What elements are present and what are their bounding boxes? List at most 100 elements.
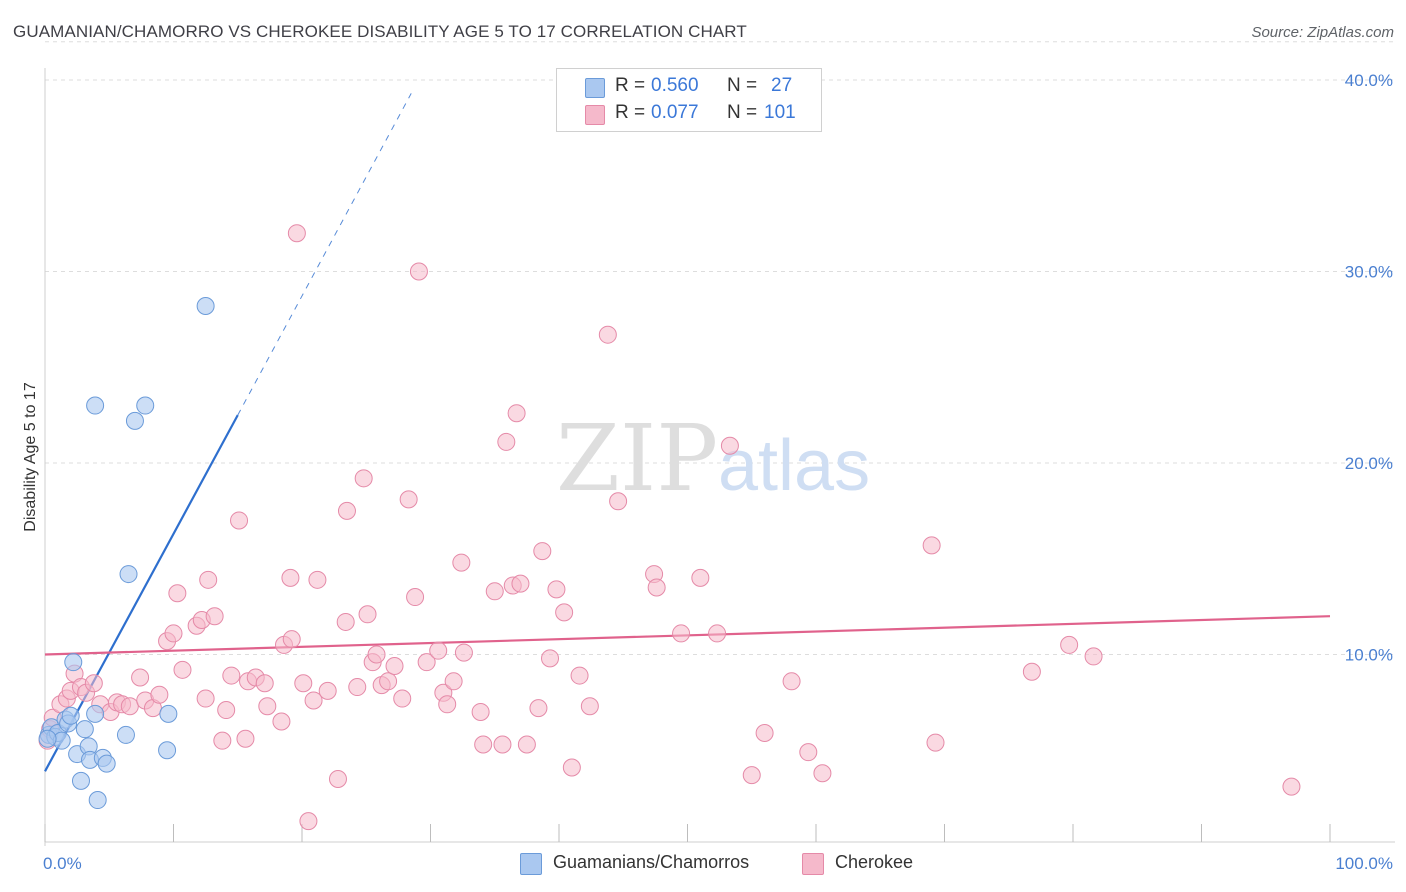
cherokee-point — [1282, 777, 1301, 796]
cherokee-point — [708, 624, 727, 643]
y-axis-label: Disability Age 5 to 17 — [22, 382, 39, 532]
cherokee-point — [570, 666, 589, 685]
n-value: 27 — [771, 75, 793, 96]
cherokee-point — [497, 432, 516, 451]
guamanian-point — [125, 411, 144, 430]
cherokee-point — [755, 724, 774, 743]
cherokee-point — [281, 568, 300, 587]
legend-item-guamanian: Guamanians/Chamorros — [520, 852, 750, 875]
cherokee-point — [417, 653, 436, 672]
y-tick-label: 40.0% — [1345, 71, 1393, 90]
x-tick-label-max: 100.0% — [1335, 854, 1393, 873]
blue-swatch — [520, 853, 542, 875]
cherokee-point — [409, 262, 428, 281]
y-tick-label: 10.0% — [1345, 646, 1393, 665]
cherokee-point — [517, 735, 536, 754]
cherokee-point — [580, 697, 599, 716]
cherokee-point — [150, 685, 169, 704]
cherokee-point — [511, 574, 530, 593]
cherokee-point — [691, 568, 710, 587]
y-tick-label: 20.0% — [1345, 454, 1393, 473]
cherokee-point — [922, 536, 941, 555]
axes — [44, 68, 1395, 846]
chart-title: GUAMANIAN/CHAMORRO VS CHEROKEE DISABILIT… — [13, 22, 747, 41]
cherokee-point — [485, 582, 504, 601]
cherokee-point — [318, 681, 337, 700]
cherokee-point — [164, 624, 183, 643]
cherokee-point — [199, 570, 218, 589]
cherokee-point — [222, 666, 241, 685]
pink-swatch — [585, 105, 605, 125]
cherokee-point — [337, 501, 356, 520]
cherokee-point — [720, 436, 739, 455]
cherokee-point — [213, 731, 232, 750]
cherokee-point — [379, 672, 398, 691]
cherokee-point — [1084, 647, 1103, 666]
cherokee-point — [393, 689, 412, 708]
cherokee-point — [406, 588, 425, 607]
cherokee-point — [452, 553, 471, 572]
guamanian-point — [75, 720, 94, 739]
legend-item-cherokee: Cherokee — [802, 852, 913, 875]
guamanian-point — [86, 396, 105, 415]
cherokee-point — [308, 570, 327, 589]
cherokee-point — [547, 580, 566, 599]
cherokee-point — [609, 492, 628, 511]
pink-swatch — [802, 853, 824, 875]
cherokee-point — [799, 743, 818, 762]
tick-labels: 10.0% 20.0% 30.0% 40.0% 0.0% 100.0% — [43, 71, 1393, 873]
cherokee-point — [205, 607, 224, 626]
cherokee-point — [782, 672, 801, 691]
gridlines — [45, 41, 1395, 655]
y-tick-label: 30.0% — [1345, 263, 1393, 282]
watermark-atlas: atlas — [718, 426, 870, 506]
legend-label: Guamanians/Chamorros — [553, 852, 750, 872]
cherokee-point — [533, 542, 552, 561]
source-label: Source: ZipAtlas.com — [1251, 24, 1394, 41]
cherokee-point — [555, 603, 574, 622]
cherokee-point — [272, 712, 291, 731]
cherokee-point — [354, 469, 373, 488]
cherokee-point — [1022, 662, 1041, 681]
cherokee-point — [507, 404, 526, 423]
guamanian-point — [88, 791, 107, 810]
blue-swatch — [585, 78, 605, 98]
legend-row-cherokee: R = 0.077 N = 101 — [557, 102, 821, 128]
guamanian-point — [64, 653, 83, 672]
cherokee-point — [672, 624, 691, 643]
guamanian-point — [116, 725, 135, 744]
r-label: R = — [615, 102, 646, 123]
n-value: 101 — [764, 102, 796, 123]
cherokee-point — [493, 735, 512, 754]
cherokee-point — [541, 649, 560, 668]
cherokee-point — [598, 325, 617, 344]
guamanian-point — [158, 741, 177, 760]
cherokee-point — [358, 605, 377, 624]
cherokee-point — [304, 691, 323, 710]
cherokee-point — [1060, 635, 1079, 654]
trend-line-guamanian-extension — [237, 93, 412, 416]
cherokee-point — [294, 674, 313, 693]
cherokee-point — [562, 758, 581, 777]
cherokee-point — [647, 578, 666, 597]
cherokee-point — [385, 656, 404, 675]
cherokee-point — [348, 678, 367, 697]
guamanian-point — [97, 754, 116, 773]
guamanian-point — [196, 296, 215, 315]
cherokee-point — [217, 701, 236, 720]
correlation-legend: R = 0.560 N = 27 R = 0.077 N = 101 — [556, 68, 822, 132]
cherokee-point — [230, 511, 249, 530]
cherokee-point — [299, 812, 318, 831]
cherokee-point — [336, 612, 355, 631]
cherokee-point — [429, 641, 448, 660]
cherokee-point — [529, 699, 548, 718]
legend-row-guamanian: R = 0.560 N = 27 — [557, 75, 821, 101]
r-value: 0.560 — [651, 75, 699, 96]
cherokee-point — [196, 689, 215, 708]
cherokee-point — [367, 645, 386, 664]
cherokee-point — [813, 764, 832, 783]
cherokee-point — [287, 224, 306, 243]
guamanian-point — [136, 396, 155, 415]
n-label: N = — [727, 75, 758, 96]
cherokee-point — [471, 702, 490, 721]
